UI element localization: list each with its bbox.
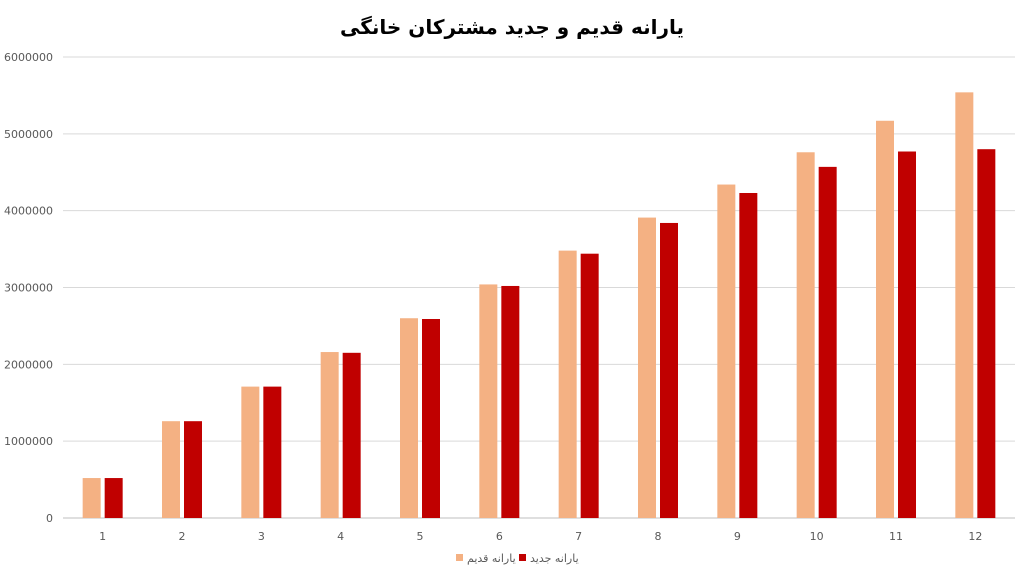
bar-new-subsidy: [818, 166, 837, 518]
bar-old-subsidy: [400, 318, 418, 518]
bar-new-subsidy: [501, 285, 520, 518]
x-tick-label: 7: [575, 530, 582, 543]
x-tick-label: 3: [258, 530, 265, 543]
bar-new-subsidy: [263, 386, 282, 518]
y-tick-label: 5000000: [4, 128, 53, 141]
legend-label: یارانه جدید: [530, 552, 579, 565]
bar-new-subsidy: [660, 222, 678, 518]
y-tick-label: 3000000: [4, 282, 53, 295]
y-tick-label: 2000000: [4, 358, 53, 371]
legend-label: یارانه قدیم: [467, 552, 516, 565]
bar-old-subsidy: [479, 284, 498, 518]
bar-old-subsidy: [558, 250, 577, 518]
bar-old-subsidy: [876, 120, 894, 518]
bar-old-subsidy: [320, 352, 339, 518]
x-tick-label: 11: [889, 530, 903, 543]
bar-old-subsidy: [955, 92, 974, 519]
x-tick-label: 4: [337, 530, 344, 543]
bar-new-subsidy: [184, 421, 202, 518]
chart-title: یارانه قدیم و جدید مشترکان خانگی: [340, 15, 684, 39]
y-tick-label: 6000000: [4, 51, 53, 64]
x-tick-label: 12: [968, 530, 982, 543]
x-tick-label: 5: [417, 530, 424, 543]
bar-old-subsidy: [796, 152, 815, 519]
gridlines: [63, 56, 1015, 519]
legend-swatch: [519, 554, 526, 561]
bar-new-subsidy: [898, 151, 916, 518]
bar-new-subsidy: [739, 192, 758, 518]
x-tick-label: 1: [99, 530, 106, 543]
y-tick-label: 0: [46, 512, 53, 525]
bar-new-subsidy: [342, 352, 361, 518]
bar-old-subsidy: [162, 421, 180, 518]
x-tick-label: 2: [179, 530, 186, 543]
x-tick-label: 10: [810, 530, 824, 543]
bar-old-subsidy: [241, 386, 260, 518]
bars: [82, 92, 996, 519]
x-tick-label: 9: [734, 530, 741, 543]
bar-old-subsidy: [717, 184, 736, 518]
bar-new-subsidy: [977, 149, 996, 518]
bar-old-subsidy: [638, 217, 656, 518]
bar-new-subsidy: [580, 253, 599, 518]
legend: یارانه قدیم یارانه جدید: [456, 552, 579, 565]
bar-old-subsidy: [82, 478, 101, 518]
x-tick-label: 8: [655, 530, 662, 543]
x-tick-label: 6: [496, 530, 503, 543]
legend-swatch: [456, 554, 463, 561]
bar-new-subsidy: [422, 319, 440, 518]
y-axis-ticks: 0 1000000 2000000 3000000 4000000 5000000 6000…: [4, 51, 53, 525]
bar-new-subsidy: [104, 478, 123, 518]
y-tick-label: 1000000: [4, 435, 53, 448]
y-tick-label: 4000000: [4, 205, 53, 218]
x-axis-ticks: 1 2 3 4 5 6 7 8 9 10 11 12: [99, 530, 982, 543]
